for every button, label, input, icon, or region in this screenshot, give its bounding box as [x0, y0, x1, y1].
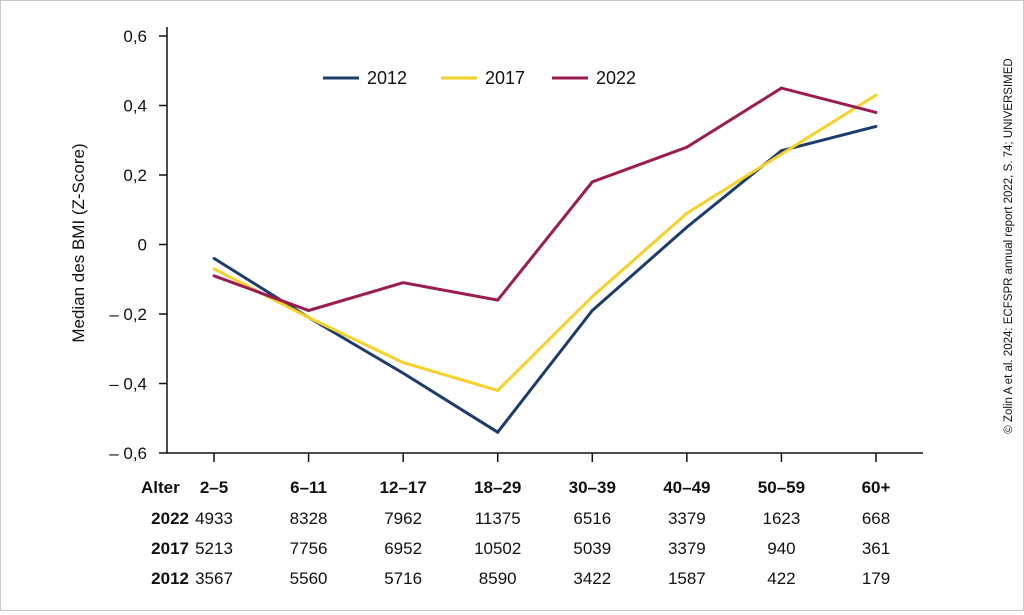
legend-label-2017: 2017: [485, 68, 525, 88]
x-tick-label: 60+: [862, 478, 891, 497]
sample-size-table: Alter 2–5 6–11 12–17 18–29 30–39 40–49 50–59 60+…: [141, 478, 890, 588]
data-point-2022: [874, 111, 878, 114]
y-tick-label: – 0,2: [109, 305, 147, 324]
series-lines: [212, 86, 878, 435]
table-row-label: 2022: [151, 509, 189, 528]
data-point-2017: [212, 267, 216, 271]
x-tick-label: 18–29: [474, 478, 521, 497]
data-point-2012: [401, 371, 405, 375]
data-point-2012: [590, 309, 594, 312]
table-cell: 4933: [195, 509, 233, 528]
x-tick-label: 2–5: [200, 478, 228, 497]
y-tick-label: – 0,6: [109, 444, 147, 463]
y-tick-label: 0,2: [123, 166, 147, 185]
table-cell: 6516: [573, 509, 611, 528]
table-cell: 10502: [474, 539, 521, 558]
table-cell: 6952: [384, 539, 422, 558]
legend-label-2012: 2012: [367, 68, 407, 88]
data-point-2017: [874, 93, 878, 97]
table-cell: 1587: [668, 569, 706, 588]
data-point-2017: [307, 316, 310, 319]
table-cell: 8328: [290, 509, 328, 528]
table-cell: 3422: [573, 569, 611, 588]
data-point-2022: [590, 180, 594, 184]
y-tick-label: – 0,4: [109, 375, 147, 394]
data-point-2012: [212, 257, 216, 260]
data-point-2017: [590, 295, 594, 299]
y-tick-label: 0,6: [123, 27, 147, 46]
table-cell: 5560: [290, 569, 328, 588]
data-point-2022: [307, 309, 310, 312]
table-cell: 3379: [668, 539, 706, 558]
table-cell: 668: [862, 509, 890, 528]
table-cell: 5213: [195, 539, 233, 558]
series-line-2022: [213, 86, 877, 313]
data-point-2017: [496, 389, 500, 392]
data-point-2012: [874, 124, 878, 128]
credit-text: © Zolin A et al. 2024: ECFSPR annual rep…: [1003, 58, 1015, 433]
table-cell: 1623: [763, 509, 801, 528]
table-cell: 422: [767, 569, 795, 588]
data-point-2012: [780, 149, 783, 153]
table-cell: 7756: [290, 539, 328, 558]
legend-label-2022: 2022: [596, 68, 636, 88]
table-cell: 7962: [384, 509, 422, 528]
data-point-2022: [401, 281, 405, 285]
table-cell: 179: [862, 569, 890, 588]
data-point-2017: [685, 211, 689, 215]
table-header-label: Alter: [141, 478, 180, 497]
table-cell: 3567: [195, 569, 233, 588]
table-cell: 11375: [475, 509, 521, 528]
series-line-2017: [213, 93, 877, 393]
data-point-2017: [401, 361, 405, 365]
data-point-2012: [685, 225, 689, 229]
data-point-2022: [780, 86, 783, 90]
table-cell: 5039: [573, 539, 611, 558]
legend: 2012 2017 2022: [323, 68, 636, 88]
y-tick-label: 0: [138, 236, 147, 255]
table-cell: 3379: [668, 509, 706, 528]
y-axis-label: Median des BMI (Z-Score): [69, 143, 88, 342]
data-point-2017: [780, 152, 783, 156]
y-tick-label: 0,4: [123, 97, 147, 116]
data-point-2022: [685, 145, 689, 149]
table-cell: 361: [862, 539, 890, 558]
x-axis-ticks: [213, 453, 877, 462]
series-line-2012: [213, 124, 877, 435]
table-row-label: 2017: [151, 539, 189, 558]
x-tick-label: 40–49: [663, 478, 710, 497]
table-cell: 940: [767, 539, 795, 558]
x-tick-label: 30–39: [569, 478, 616, 497]
y-axis-ticks: 0,6 0,4 0,2 0 – 0,2 – 0,4 – 0,6: [109, 27, 167, 463]
x-tick-label: 50–59: [758, 478, 805, 497]
table-cell: 8590: [479, 569, 517, 588]
table-cell: 5716: [384, 569, 422, 588]
x-tick-label: 12–17: [380, 478, 427, 497]
data-point-2022: [496, 298, 500, 302]
data-point-2022: [212, 274, 216, 278]
x-tick-label: 6–11: [290, 478, 327, 497]
table-row-label: 2012: [151, 569, 189, 588]
data-point-2012: [496, 430, 500, 434]
